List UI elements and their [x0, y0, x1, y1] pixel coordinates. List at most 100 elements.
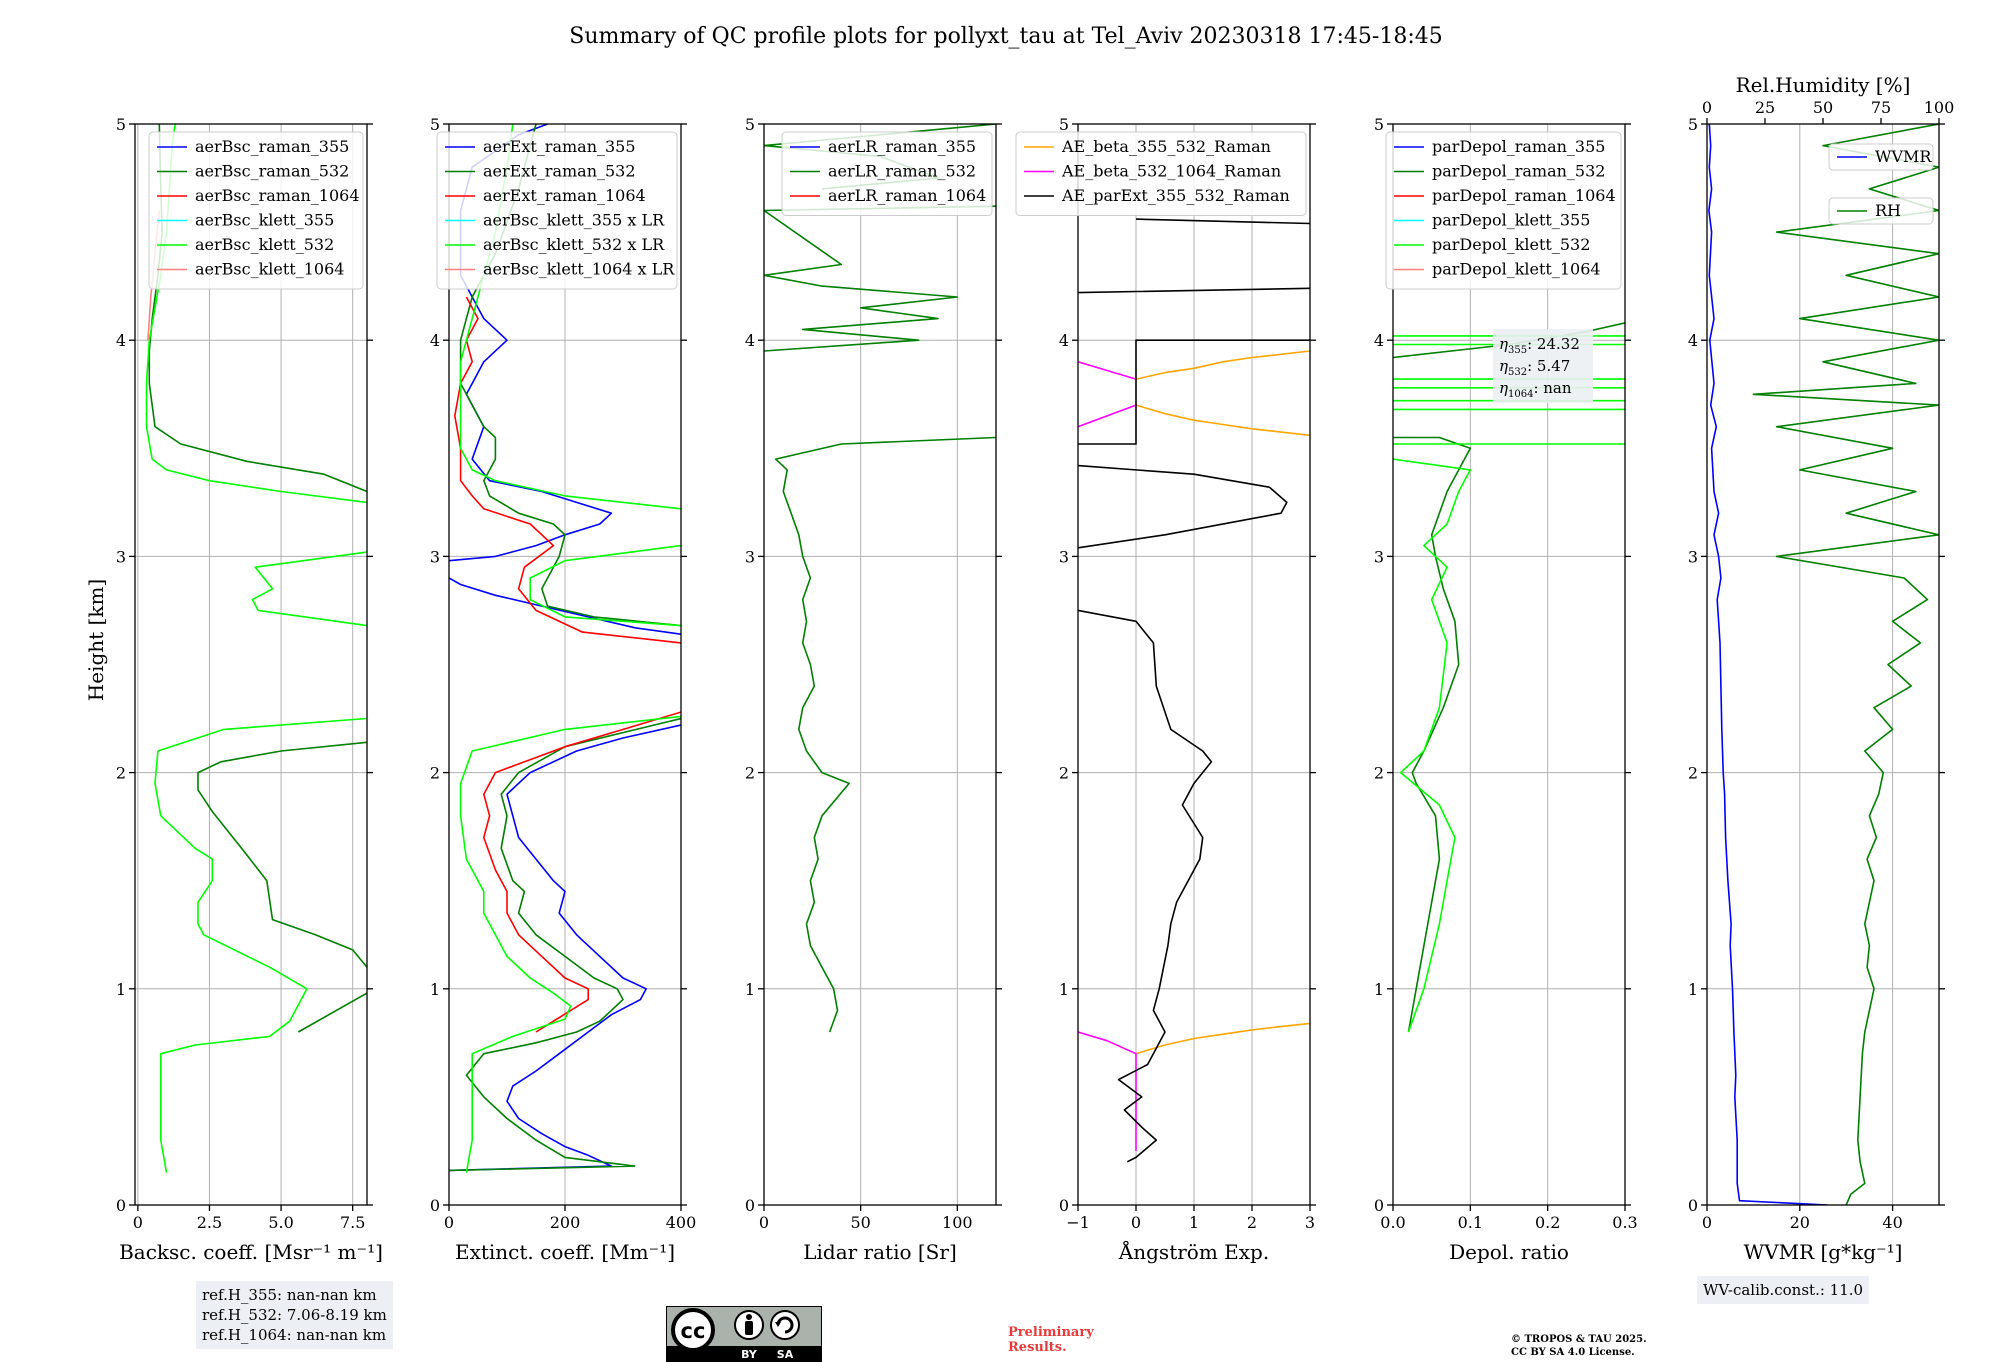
figure-title: Summary of QC profile plots for pollyxt_… — [569, 24, 1442, 49]
x-tick-label: 400 — [666, 1213, 697, 1232]
legend-entry: parDepol_klett_532 — [1432, 235, 1590, 254]
x-tick-label: 100 — [942, 1213, 973, 1232]
series-line-WVMR — [1708, 124, 1828, 1205]
x-tick-label: 1 — [1189, 1213, 1199, 1232]
legend-box — [148, 131, 364, 290]
y-tick-label: 3 — [1374, 547, 1384, 566]
cc-icon — [671, 1308, 715, 1352]
axes-frame — [763, 123, 997, 1206]
legend-entry: aerBsc_klett_532 x LR — [483, 235, 665, 254]
x-tick-label: 0.3 — [1612, 1213, 1637, 1232]
y-tick-label: 2 — [1059, 764, 1069, 783]
x-tick-label: 0 — [133, 1213, 143, 1232]
legend-entry: WVMR — [1875, 147, 1932, 166]
legend-entry: aerBsc_raman_355 — [195, 137, 349, 156]
x-axis-label: WVMR [g*kg⁻¹] — [1744, 1240, 1903, 1264]
top-x-tick-label: 25 — [1755, 98, 1775, 117]
copyright-note: © TROPOS & TAU 2025. CC BY SA 4.0 Licens… — [1511, 1333, 1647, 1359]
y-tick-label: 5 — [745, 115, 755, 134]
x-tick-label: 0.1 — [1458, 1213, 1483, 1232]
series-line-parDepol_raman_532 — [1393, 322, 1625, 1033]
panel-bsc: 0 2.5 5.0 7.5 0 1 2 3 4 5 Backsc. coeff. [Msr⁻¹ m⁻… — [116, 115, 383, 1264]
legend-box — [781, 131, 993, 216]
y-tick-label: 4 — [1374, 331, 1384, 350]
plot-panels: 0 2.5 5.0 7.5 0 1 2 3 4 5 Backsc. coeff. [Msr⁻¹ m⁻… — [116, 73, 1954, 1264]
x-axis-label: Ångström Exp. — [1118, 1239, 1269, 1264]
legend-entry: aerLR_raman_532 — [828, 162, 976, 181]
y-tick-label: 2 — [1374, 764, 1384, 783]
y-tick-label: 3 — [745, 547, 755, 566]
axes-frame — [1706, 123, 1940, 1206]
legend-entry: aerBsc_klett_532 — [195, 235, 334, 254]
x-axis-label: Depol. ratio — [1449, 1240, 1569, 1264]
cc-by-sa-badge: cc BY SA — [666, 1306, 822, 1362]
legend-box — [1015, 131, 1307, 216]
x-tick-label: 0.2 — [1535, 1213, 1560, 1232]
y-tick-label: 3 — [430, 547, 440, 566]
y-tick-label: 4 — [430, 331, 440, 350]
x-tick-label: −1 — [1066, 1213, 1090, 1232]
ref-h-355: ref.H_355: nan-nan km — [202, 1286, 377, 1304]
legend-entry: AE_beta_532_1064_Raman — [1061, 162, 1281, 181]
legend-entry: aerBsc_klett_355 — [195, 211, 334, 230]
series-group — [1078, 218, 1310, 1163]
preliminary-line-1: Preliminary — [1008, 1325, 1094, 1340]
y-tick-label: 3 — [116, 547, 126, 566]
wv-calib-const: WV-calib.const.: 11.0 — [1703, 1281, 1864, 1299]
x-axis-label: Backsc. coeff. [Msr⁻¹ m⁻¹] — [119, 1240, 383, 1264]
x-tick-label: 0.0 — [1380, 1213, 1405, 1232]
annotation-line: η532: 5.47 — [1499, 357, 1570, 378]
x-tick-label: 7.5 — [340, 1213, 365, 1232]
top-x-tick-label: 75 — [1871, 98, 1891, 117]
y-tick-label: 5 — [1059, 115, 1069, 134]
axes-frame — [134, 123, 368, 1206]
top-x-tick-label: 50 — [1813, 98, 1833, 117]
cc-sa-label: SA — [777, 1348, 794, 1361]
y-tick-label: 2 — [1688, 764, 1698, 783]
x-tick-label: 3 — [1305, 1213, 1315, 1232]
x-tick-label: 50 — [850, 1213, 870, 1232]
legend-entry: aerBsc_klett_355 x LR — [483, 211, 665, 230]
y-tick-label: 1 — [1059, 980, 1069, 999]
x-tick-label: 0 — [1131, 1213, 1141, 1232]
y-tick-label: 5 — [1688, 115, 1698, 134]
x-tick-label: 2.5 — [197, 1213, 222, 1232]
legend: aerLR_raman_355 aerLR_raman_532 aerLR_rama… — [781, 131, 993, 216]
y-tick-label: 4 — [1059, 331, 1069, 350]
ref-h-532: ref.H_532: 7.06-8.19 km — [202, 1306, 387, 1324]
series-group — [1708, 124, 1939, 1205]
y-tick-label: 3 — [1688, 547, 1698, 566]
legend: aerExt_raman_355 aerExt_raman_532 aerExt_r… — [436, 131, 678, 290]
y-tick-label: 0 — [745, 1196, 755, 1215]
y-tick-label: 2 — [116, 764, 126, 783]
legend-entry: parDepol_klett_1064 — [1432, 260, 1601, 279]
legend-entry: aerExt_raman_532 — [483, 162, 636, 181]
x-tick-label: 2 — [1247, 1213, 1257, 1232]
panel-ext: 0 200 400 0 1 2 3 4 5 Extinct. coeff. [Mm⁻¹] aerEx… — [430, 115, 696, 1264]
preliminary-line-2: Results. — [1008, 1340, 1067, 1355]
legend-entry: aerBsc_raman_1064 — [195, 186, 360, 205]
legend-box — [1385, 131, 1622, 290]
x-tick-label: 200 — [550, 1213, 581, 1232]
y-tick-label: 1 — [116, 980, 126, 999]
annotation-line: η355: 24.32 — [1499, 335, 1580, 356]
series-line-AE_beta_355_532_Raman — [1135, 350, 1310, 1055]
x-tick-label: 0 — [759, 1213, 769, 1232]
y-tick-label: 1 — [745, 980, 755, 999]
legend-entry: aerExt_raman_1064 — [483, 186, 646, 205]
y-tick-label: 0 — [116, 1196, 126, 1215]
cc-by-label: BY — [741, 1348, 758, 1361]
y-tick-label: 0 — [1059, 1196, 1069, 1215]
legend-entry: AE_beta_355_532_Raman — [1061, 137, 1271, 156]
legend-box — [1828, 197, 1934, 225]
legend: WVMR RH — [1828, 143, 1934, 225]
series-line-aerLR_raman_532 — [764, 124, 996, 1033]
annotation-box — [1493, 329, 1593, 403]
top-x-axis-label: Rel.Humidity [%] — [1736, 73, 1911, 97]
ref-h-1064: ref.H_1064: nan-nan km — [202, 1326, 387, 1344]
x-axis-label: Lidar ratio [Sr] — [803, 1240, 957, 1264]
y-tick-label: 5 — [1374, 115, 1384, 134]
y-tick-label: 3 — [1059, 547, 1069, 566]
